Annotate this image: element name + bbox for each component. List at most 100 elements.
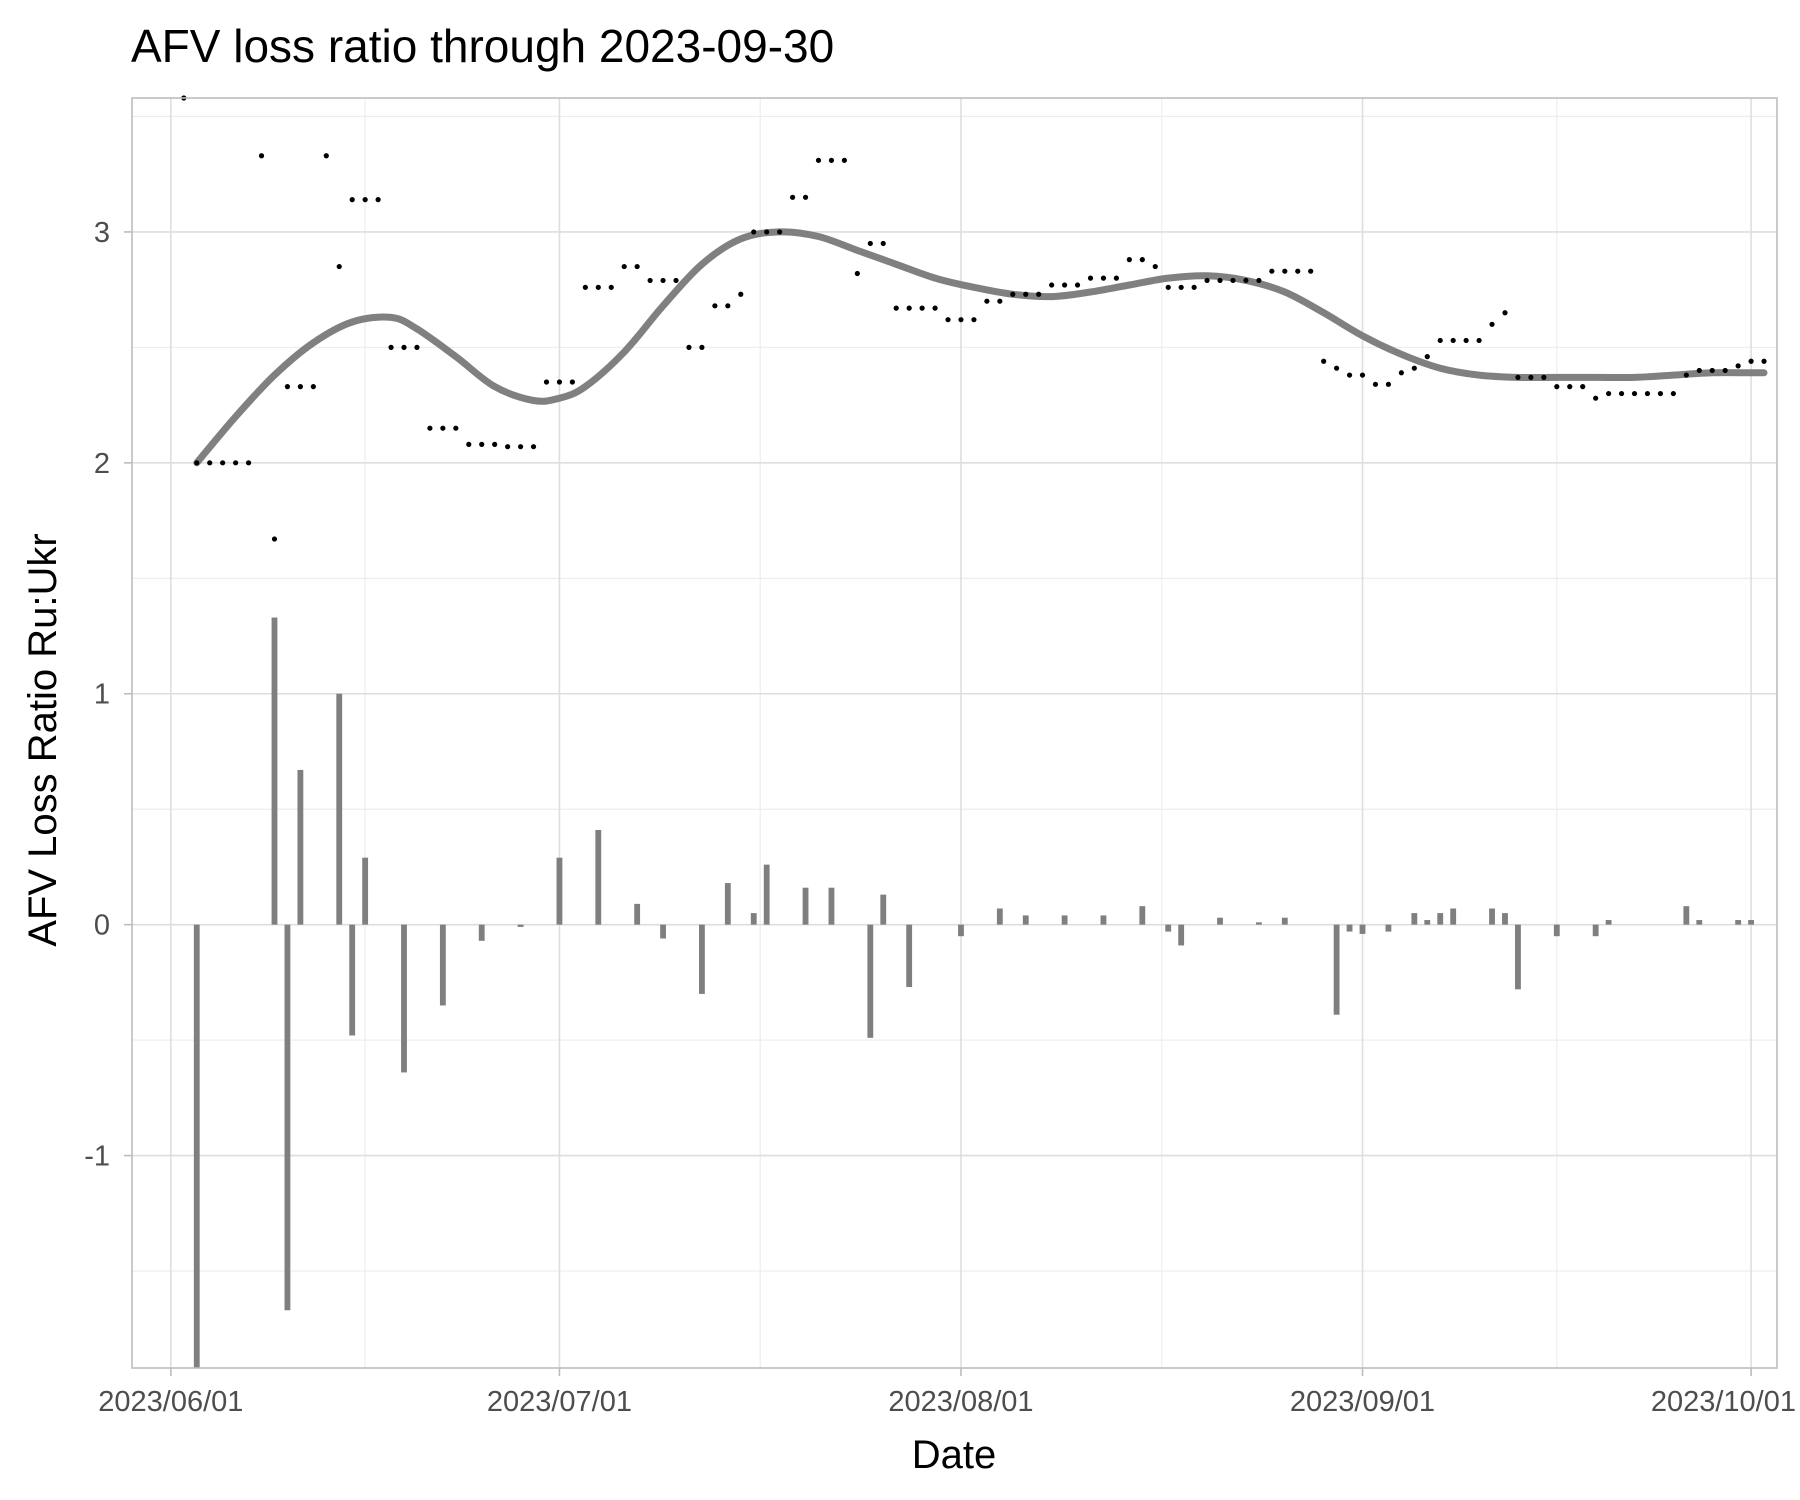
bar — [1022, 915, 1029, 925]
data-point — [1372, 381, 1379, 387]
data-point — [284, 384, 291, 390]
data-point — [388, 344, 394, 350]
bar — [1592, 924, 1599, 937]
data-point — [984, 298, 990, 304]
data-point — [738, 291, 744, 297]
data-point — [1696, 367, 1702, 374]
data-point — [932, 305, 938, 311]
data-point — [517, 444, 524, 450]
x-axis: 2023/06/01 2023/07/01 2023/08/01 2023/09/01… — [98, 1368, 1796, 1418]
data-point — [880, 240, 886, 247]
data-point — [1139, 257, 1145, 263]
data-point — [867, 240, 873, 247]
bar — [1735, 920, 1742, 925]
bar — [1683, 906, 1690, 925]
data-point — [751, 229, 757, 235]
bar — [1385, 924, 1392, 932]
bar — [1437, 913, 1444, 925]
data-point — [1683, 372, 1689, 378]
chart-title: AFV loss ratio through 2023-09-30 — [131, 20, 834, 72]
bar — [724, 883, 731, 925]
bar — [478, 924, 485, 941]
data-point — [1074, 282, 1081, 288]
data-point — [1761, 358, 1767, 364]
data-point — [207, 460, 213, 466]
data-point — [1424, 354, 1430, 360]
data-point — [1411, 365, 1417, 371]
data-point — [725, 303, 731, 309]
data-point — [673, 277, 679, 284]
data-point — [1165, 284, 1171, 290]
data-point — [1087, 275, 1094, 281]
data-point — [233, 460, 239, 466]
bar — [1255, 922, 1262, 925]
ratio-points — [181, 95, 1767, 542]
data-point — [1243, 277, 1249, 284]
data-point — [375, 197, 381, 203]
bar — [517, 924, 524, 927]
y-tick-label: 3 — [94, 217, 110, 249]
data-point — [1385, 381, 1392, 387]
data-point — [815, 157, 822, 163]
data-point — [1308, 268, 1314, 274]
y-axis: -1 0 1 2 3 — [84, 217, 132, 1173]
data-point — [686, 344, 692, 350]
data-point — [777, 229, 783, 235]
data-point — [556, 379, 563, 385]
data-point — [349, 197, 355, 203]
data-point — [297, 384, 303, 390]
bar — [867, 924, 874, 1038]
data-point — [660, 277, 666, 284]
data-point — [1735, 363, 1741, 369]
plot-panel — [131, 97, 1778, 1369]
data-point — [1489, 321, 1495, 327]
bar — [1178, 924, 1185, 946]
data-point — [427, 425, 433, 431]
y-tick-label: 0 — [94, 910, 110, 942]
data-point — [1618, 390, 1625, 397]
bar — [1359, 924, 1366, 934]
data-point — [919, 305, 925, 311]
data-point — [789, 194, 796, 200]
bar — [439, 924, 446, 1006]
data-point — [1036, 291, 1042, 297]
bar — [634, 903, 641, 925]
data-point — [1049, 282, 1055, 288]
data-point — [997, 298, 1003, 304]
data-point — [453, 425, 459, 431]
data-point — [401, 344, 407, 350]
data-point — [569, 379, 575, 385]
bar — [1061, 915, 1068, 925]
data-point — [323, 153, 329, 159]
grid — [132, 98, 1777, 1368]
x-tick-label: 2023/08/01 — [888, 1386, 1033, 1418]
data-point — [1204, 277, 1210, 284]
y-tick-label: -1 — [84, 1141, 110, 1173]
bar — [1515, 924, 1521, 990]
data-point — [310, 384, 316, 390]
data-point — [1528, 374, 1534, 380]
bar — [1411, 913, 1418, 925]
bar — [1696, 920, 1703, 925]
data-point — [1023, 291, 1029, 297]
x-tick-label: 2023/09/01 — [1290, 1386, 1435, 1418]
data-point — [466, 441, 472, 447]
data-point — [1502, 310, 1508, 316]
bar — [362, 857, 369, 925]
data-point — [1217, 277, 1223, 284]
bar — [1502, 913, 1508, 925]
data-point — [1748, 358, 1754, 364]
data-point — [828, 157, 835, 163]
bar — [1333, 924, 1340, 1015]
data-point — [1463, 337, 1469, 344]
data-point — [258, 153, 265, 159]
bar — [1165, 924, 1172, 932]
bar — [595, 829, 602, 925]
data-point — [634, 263, 640, 270]
data-point — [1282, 268, 1288, 274]
data-point — [530, 444, 537, 450]
data-point — [802, 194, 809, 200]
x-tick-label: 2023/06/01 — [98, 1386, 243, 1418]
data-point — [595, 284, 601, 290]
